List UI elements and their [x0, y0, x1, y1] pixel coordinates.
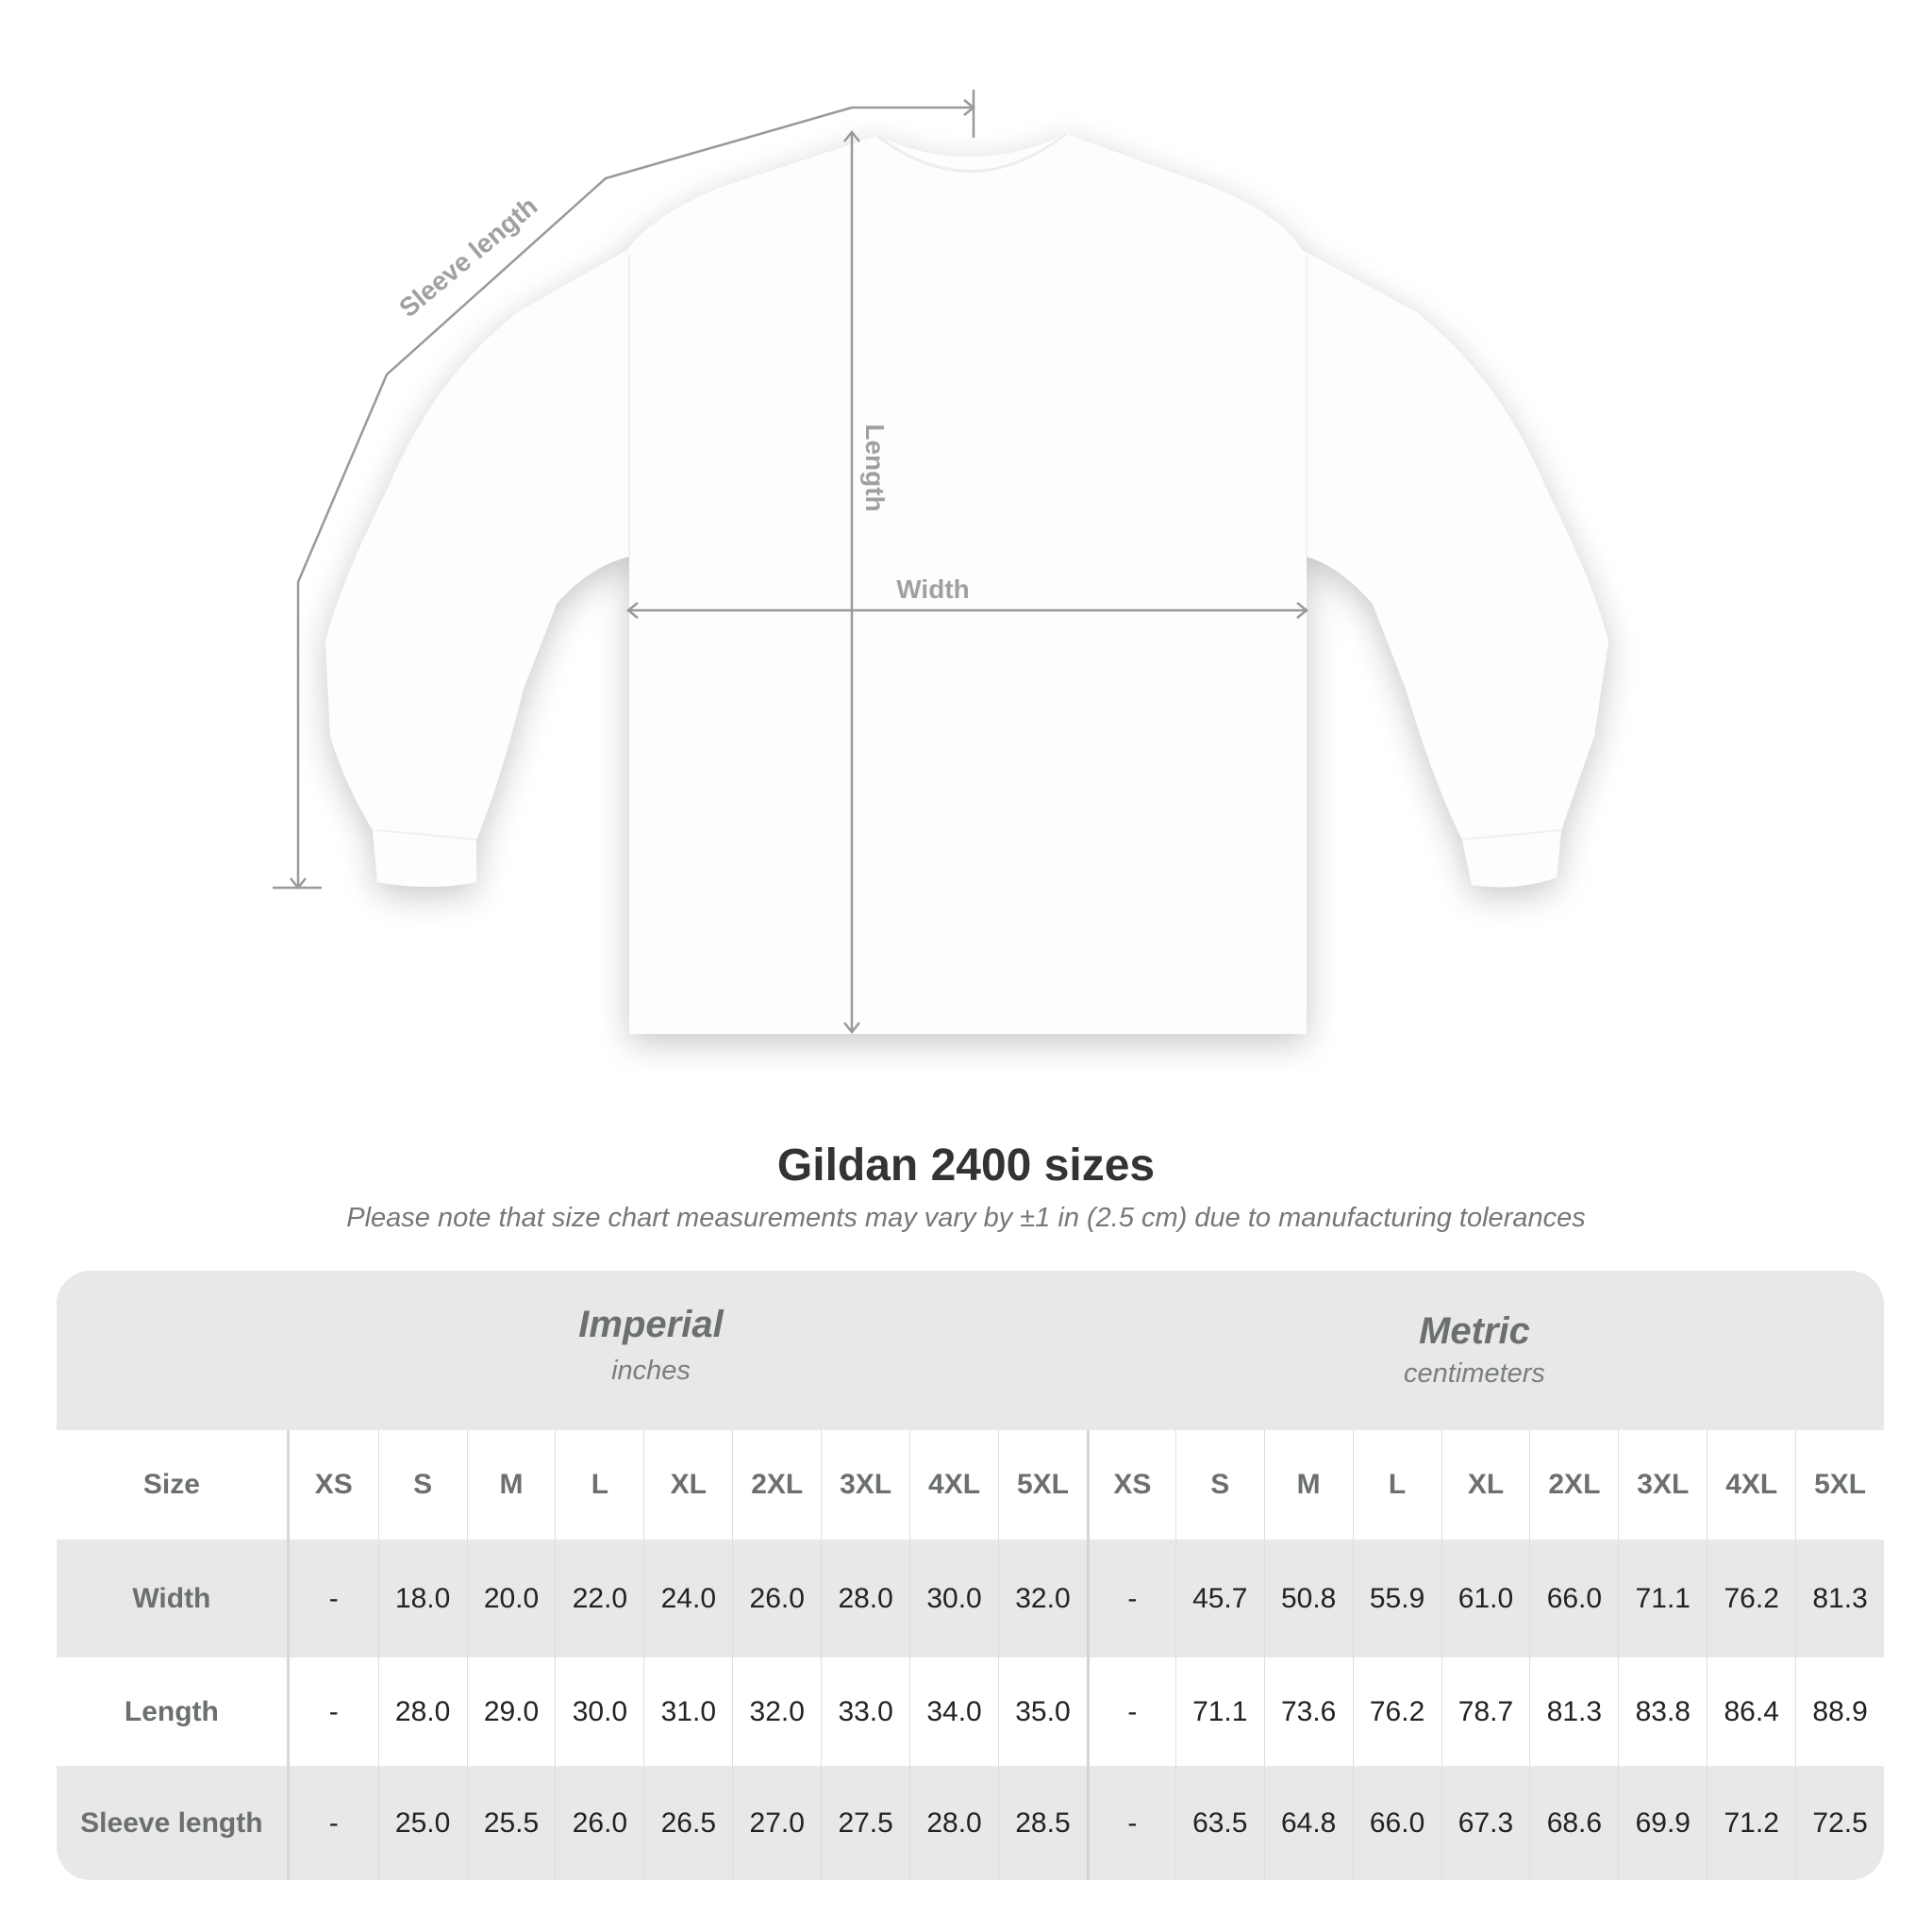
size-header: M	[1263, 1430, 1353, 1540]
sleeve-length-line	[296, 106, 974, 888]
metric-value: 71.2	[1707, 1766, 1795, 1880]
metric-value: 71.1	[1174, 1657, 1264, 1766]
row-label: Sleeve length	[57, 1766, 290, 1880]
metric-value: 76.2	[1352, 1657, 1441, 1766]
size-header: S	[1174, 1430, 1264, 1540]
shirt-diagram: Sleeve length Length Width	[273, 90, 1608, 1035]
imperial-value: 28.0	[909, 1766, 998, 1880]
size-header: L	[1352, 1430, 1441, 1540]
imperial-value: 30.0	[555, 1657, 643, 1766]
imperial-value: 34.0	[909, 1657, 998, 1766]
imperial-value: 32.0	[732, 1657, 821, 1766]
imperial-value: -	[328, 1695, 339, 1727]
imperial-value: 25.0	[377, 1766, 467, 1880]
metric-value: -	[1086, 1540, 1175, 1657]
metric-value: 81.3	[1529, 1657, 1618, 1766]
imperial-value: 30.0	[909, 1540, 998, 1657]
tolerance-note: Please note that size chart measurements…	[346, 1203, 1586, 1233]
imperial-value: 35.0	[998, 1657, 1087, 1766]
row-label: Width	[57, 1540, 290, 1657]
metric-value: -	[1086, 1766, 1175, 1880]
metric-header: Metric centimeters	[1404, 1310, 1545, 1389]
imperial-value: 26.0	[555, 1766, 643, 1880]
size-header: XS	[314, 1469, 353, 1500]
metric-value: 86.4	[1707, 1657, 1795, 1766]
size-header: 2XL	[1529, 1430, 1618, 1540]
metric-value: 55.9	[1352, 1540, 1441, 1657]
imperial-value: 24.0	[643, 1540, 732, 1657]
metric-value: 45.7	[1174, 1540, 1264, 1657]
metric-value: 68.6	[1529, 1766, 1618, 1880]
size-header: 4XL	[909, 1430, 998, 1540]
size-header: 3XL	[821, 1430, 909, 1540]
metric-value: 81.3	[1795, 1540, 1884, 1657]
imperial-value: 27.5	[821, 1766, 909, 1880]
imperial-value: 28.0	[821, 1540, 909, 1657]
imperial-value: -	[328, 1807, 339, 1839]
metric-value: 50.8	[1263, 1540, 1353, 1657]
metric-value: 83.8	[1618, 1657, 1707, 1766]
imperial-header: Imperial inches	[578, 1304, 724, 1386]
metric-value: 61.0	[1441, 1540, 1530, 1657]
metric-value: 73.6	[1263, 1657, 1353, 1766]
imperial-value: 31.0	[643, 1657, 732, 1766]
size-header: 5XL	[998, 1430, 1087, 1540]
metric-value: 64.8	[1263, 1766, 1353, 1880]
width-row: Width -18.0 20.0 22.0 24.0 26.0 28.0 30.0 32.0-4…	[57, 1540, 1884, 1657]
imperial-value: 32.0	[998, 1540, 1087, 1657]
metric-value: 63.5	[1174, 1766, 1264, 1880]
size-header: M	[466, 1430, 556, 1540]
width-label: Width	[896, 575, 970, 604]
size-header: L	[555, 1430, 643, 1540]
size-header: XS	[1086, 1430, 1175, 1540]
size-header: 3XL	[1618, 1430, 1707, 1540]
size-chart-table: Imperial inches Metric centimeters Size X…	[57, 1271, 1884, 1880]
size-header-row: Size XS S M L XL 2XL 3XL 4XL 5XL XS S M L XL 2XL 3XL 4XL 5…	[57, 1430, 1884, 1540]
imperial-value: 26.5	[643, 1766, 732, 1880]
imperial-value: 28.0	[377, 1657, 467, 1766]
unit-system-header: Imperial inches Metric centimeters	[57, 1271, 1884, 1430]
row-label: Size	[57, 1430, 290, 1540]
metric-value: 78.7	[1441, 1657, 1530, 1766]
row-label: Length	[57, 1657, 290, 1766]
sleeve-length-row: Sleeve length -25.0 25.5 26.0 26.5 27.0 27.5 28…	[57, 1766, 1884, 1880]
metric-value: 71.1	[1618, 1540, 1707, 1657]
size-header: 5XL	[1795, 1430, 1884, 1540]
size-header: XL	[1441, 1430, 1530, 1540]
metric-value: 88.9	[1795, 1657, 1884, 1766]
imperial-value: 26.0	[732, 1540, 821, 1657]
imperial-value: 22.0	[555, 1540, 643, 1657]
sleeve-length-label: Sleeve length	[393, 191, 542, 323]
imperial-value: 29.0	[466, 1657, 556, 1766]
imperial-value: 25.5	[466, 1766, 556, 1880]
imperial-value: 27.0	[732, 1766, 821, 1880]
metric-value: 69.9	[1618, 1766, 1707, 1880]
page-title: Gildan 2400 sizes	[776, 1141, 1156, 1191]
imperial-value: 18.0	[377, 1540, 467, 1657]
metric-value: 66.0	[1352, 1766, 1441, 1880]
shirt-image	[325, 132, 1608, 1034]
imperial-value: 33.0	[821, 1657, 909, 1766]
metric-value: 66.0	[1529, 1540, 1618, 1657]
size-header: 2XL	[732, 1430, 821, 1540]
metric-value: 72.5	[1795, 1766, 1884, 1880]
metric-value: -	[1086, 1657, 1175, 1766]
imperial-value: -	[328, 1582, 339, 1614]
size-header: 4XL	[1707, 1430, 1795, 1540]
measurement-lines	[273, 90, 1309, 1035]
imperial-value: 28.5	[998, 1766, 1087, 1880]
length-row: Length -28.0 29.0 30.0 31.0 32.0 33.0 34.0 35.0-…	[57, 1657, 1884, 1766]
imperial-value: 20.0	[466, 1540, 556, 1657]
size-header: S	[377, 1430, 467, 1540]
size-header: XL	[643, 1430, 732, 1540]
metric-value: 76.2	[1707, 1540, 1795, 1657]
metric-value: 67.3	[1441, 1766, 1530, 1880]
length-label: Length	[860, 424, 890, 511]
